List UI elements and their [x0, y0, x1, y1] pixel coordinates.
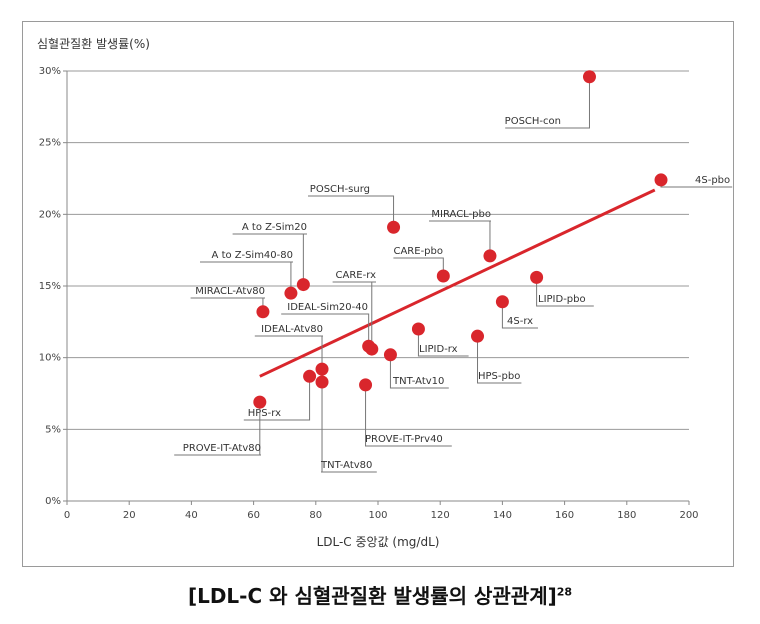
label-leader: [501, 301, 507, 329]
data-point: [284, 286, 298, 300]
label-leader: [370, 195, 395, 228]
label-leader: [417, 329, 419, 357]
label-leader: [281, 376, 311, 421]
point-label: PROVE-IT-Prv40: [365, 434, 443, 445]
label-leader: [561, 76, 590, 129]
point-label: TNT-Atv80: [320, 460, 372, 471]
data-point: [315, 362, 329, 376]
caption-ref: 28: [556, 585, 573, 599]
data-point: [383, 348, 397, 362]
label-leader: [489, 220, 491, 256]
label-leader: [259, 402, 261, 456]
point-label: POSCH-surg: [310, 184, 370, 195]
data-point: [315, 375, 329, 389]
point-label: IDEAL-Atv80: [261, 324, 323, 335]
y-axis-label: 심혈관질환 발생률(%): [37, 37, 150, 51]
point-label: 4S-rx: [507, 316, 533, 327]
y-tick-label: 5%: [45, 424, 61, 435]
figure-caption: [LDL-C 와 심혈관질환 발생률의 상관관계]28: [0, 580, 760, 609]
x-tick-label: 0: [64, 510, 70, 521]
data-point: [365, 342, 379, 356]
label-leader: [321, 335, 323, 370]
x-tick-label: 200: [679, 510, 698, 521]
point-label: A to Z-Sim20: [242, 222, 307, 233]
label-leader: [371, 281, 376, 350]
x-tick-label: 120: [431, 510, 450, 521]
x-axis-label: LDL-C 중앙값 (mg/dL): [317, 535, 440, 549]
point-label: 4S-pbo: [695, 175, 730, 186]
point-label: POSCH-con: [505, 116, 561, 127]
label-leader: [365, 384, 367, 447]
point-label: HPS-pbo: [478, 371, 520, 382]
x-tick-label: 160: [555, 510, 574, 521]
data-point: [483, 249, 497, 263]
point-label: MIRACL-pbo: [431, 209, 491, 220]
point-label: TNT-Atv10: [392, 376, 444, 387]
data-point: [582, 70, 596, 84]
data-point: [359, 378, 373, 392]
data-point: [296, 278, 310, 292]
point-label: CARE-pbo: [393, 246, 443, 257]
data-point: [256, 305, 270, 319]
caption-text: [LDL-C 와 심혈관질환 발생률의 상관관계]: [187, 584, 557, 608]
x-tick-label: 80: [309, 510, 322, 521]
point-label: MIRACL-Atv80: [195, 286, 265, 297]
x-tick-label: 20: [123, 510, 136, 521]
label-leader: [302, 233, 307, 285]
chart-frame: 심혈관질환 발생률(%) 0% 5% 10% 15% 20% 25% 30% 0 20 40 60 8…: [22, 21, 734, 567]
point-label: PROVE-IT-Atv80: [183, 443, 261, 454]
data-point: [654, 173, 668, 187]
x-tick-label: 180: [617, 510, 636, 521]
data-point: [387, 220, 401, 234]
label-leader: [321, 382, 323, 473]
y-tick-label: 10%: [39, 353, 61, 364]
point-label: A to Z-Sim40-80: [212, 250, 293, 261]
data-point: [303, 369, 317, 383]
point-label: IDEAL-Sim20-40: [287, 302, 368, 313]
point-label: HPS-rx: [248, 408, 281, 419]
x-tick-label: 140: [493, 510, 512, 521]
label-leader: [368, 313, 370, 347]
x-tick-label: 60: [247, 510, 260, 521]
scatter-chart: 심혈관질환 발생률(%) 0% 5% 10% 15% 20% 25% 30% 0 20 40 60 8…: [37, 37, 733, 549]
y-tick-label: 0%: [45, 496, 61, 507]
point-label: LIPID-rx: [419, 344, 458, 355]
data-point: [495, 295, 509, 309]
point-label: LIPID-pbo: [538, 294, 586, 305]
x-tick-label: 100: [368, 510, 387, 521]
data-point: [530, 270, 544, 284]
data-point: [436, 269, 450, 283]
label-leader: [389, 354, 393, 389]
label-leader: [536, 277, 538, 307]
y-tick-label: 15%: [39, 281, 61, 292]
data-point: [253, 395, 267, 409]
x-tick-label: 40: [185, 510, 198, 521]
y-tick-label: 20%: [39, 209, 61, 220]
data-point: [411, 322, 425, 336]
data-point: [471, 329, 485, 343]
trend-line: [259, 188, 656, 378]
y-tick-label: 25%: [39, 138, 61, 149]
y-tick-label: 30%: [39, 66, 61, 77]
point-label: CARE-rx: [336, 270, 377, 281]
label-leader: [290, 261, 293, 294]
